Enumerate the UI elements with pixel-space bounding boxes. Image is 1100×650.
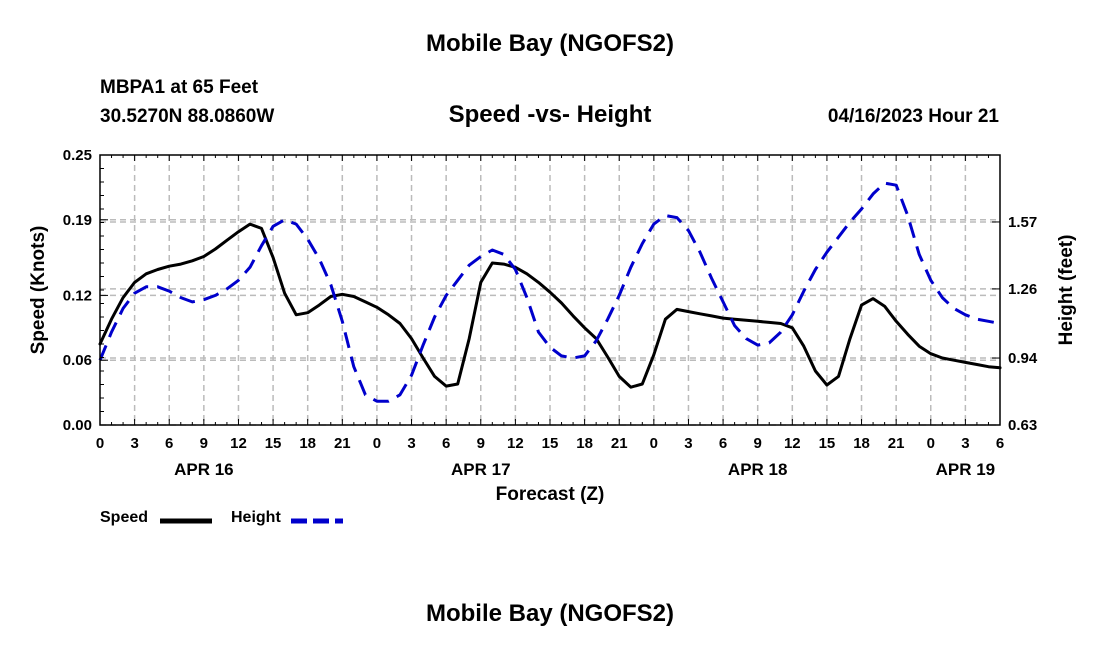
x-tick-label: 3 [684, 435, 692, 452]
y2-tick-label: 1.26 [1008, 281, 1037, 298]
series-line-speed [98, 222, 1002, 389]
grid [100, 155, 1000, 426]
y-axis-title: Speed (Knots) [28, 226, 49, 355]
x-tick-label: 3 [407, 435, 415, 452]
x-tick-label: 15 [819, 435, 836, 452]
x-tick-label: 6 [719, 435, 727, 452]
y2-axis-title: Height (feet) [1056, 235, 1077, 346]
x-tick-label: 12 [230, 435, 247, 452]
x-tick-label: 21 [334, 435, 351, 452]
station-label: MBPA1 at 65 Feet [100, 77, 259, 98]
axes: 0 3 6 9 12 15 18 21 0 3 6 9 12 15 18 21 0 3 6 9 12 15 18 21 0 3 6A… [28, 147, 1077, 505]
date-label: APR 17 [451, 460, 511, 479]
x-tick-label: 15 [265, 435, 282, 452]
y2-tick-label: 1.57 [1008, 214, 1037, 231]
date-label: APR 16 [174, 460, 234, 479]
x-tick-label: 0 [927, 435, 935, 452]
date-label: APR 18 [728, 460, 788, 479]
x-tick-label: 18 [853, 435, 870, 452]
series [98, 181, 1002, 403]
series-line-height [98, 181, 1001, 403]
x-axis-title: Forecast (Z) [496, 484, 605, 505]
x-tick-label: 0 [650, 435, 658, 452]
x-tick-label: 21 [888, 435, 905, 452]
y2-tick-label: 0.63 [1008, 417, 1037, 434]
x-tick-label: 18 [576, 435, 593, 452]
x-tick-label: 21 [611, 435, 628, 452]
date-label: APR 19 [936, 460, 996, 479]
chart-subtitle: Speed -vs- Height [448, 101, 652, 128]
x-tick-label: 18 [299, 435, 316, 452]
x-tick-label: 12 [784, 435, 801, 452]
x-tick-label: 9 [477, 435, 485, 452]
x-tick-label: 9 [200, 435, 208, 452]
y-tick-label: 0.00 [63, 417, 92, 434]
x-tick-label: 6 [442, 435, 450, 452]
x-tick-label: 3 [961, 435, 969, 452]
chart-title: Mobile Bay (NGOFS2) [425, 30, 675, 57]
x-tick-label: 15 [542, 435, 559, 452]
legend-height-label: Height [231, 509, 281, 526]
legend-speed-label: Speed [100, 509, 149, 526]
x-tick-label: 0 [373, 435, 381, 452]
footer-title: Mobile Bay (NGOFS2) [425, 600, 675, 627]
y2-tick-label: 0.94 [1008, 350, 1038, 367]
y-tick-label: 0.06 [63, 352, 92, 369]
x-tick-label: 0 [96, 435, 104, 452]
x-tick-label: 3 [130, 435, 138, 452]
y-tick-label: 0.12 [63, 287, 92, 304]
x-tick-label: 6 [165, 435, 173, 452]
x-tick-label: 6 [996, 435, 1004, 452]
station-coordinates: 30.5270N 88.0860W [100, 106, 275, 127]
y-tick-label: 0.25 [63, 147, 92, 164]
x-tick-label: 12 [507, 435, 524, 452]
forecast-datetime: 04/16/2023 Hour 21 [827, 106, 999, 127]
y-tick-label: 0.19 [63, 212, 92, 229]
x-tick-label: 9 [754, 435, 762, 452]
